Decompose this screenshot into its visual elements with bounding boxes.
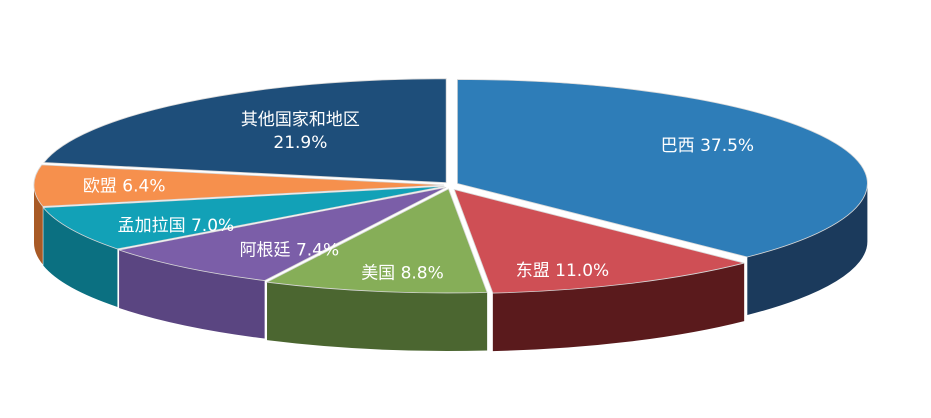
pie-slice — [43, 78, 447, 184]
pie-slice-label: 东盟 11.0% — [516, 261, 609, 281]
pie-slice-side — [267, 282, 488, 351]
pie-slice — [265, 188, 488, 294]
pie-slice-label: 巴西 37.5% — [661, 136, 754, 156]
pie-tops — [33, 78, 868, 294]
pie-slice-side — [492, 263, 745, 352]
pie-slice — [456, 79, 868, 258]
pie-slice-label: 其他国家和地区 21.9% — [241, 110, 360, 153]
pie-slice — [117, 186, 447, 281]
pie-slice-label: 孟加拉国 7.0% — [118, 216, 235, 236]
pie-sides — [34, 183, 868, 352]
pie-slice-label: 美国 8.8% — [361, 263, 444, 283]
pie-slice-label: 欧盟 6.4% — [83, 176, 166, 196]
pie-slice-side — [43, 207, 118, 307]
pie-slice-label: 阿根廷 7.4% — [240, 240, 340, 260]
pie-slice — [42, 185, 445, 250]
pie-slice-side — [34, 185, 43, 265]
pie-labels: 巴西 37.5% 东盟 11.0% 美国 8.8% 阿根廷 7.4%孟加拉国 7.0%… — [83, 110, 754, 283]
pie-slice-side — [119, 250, 265, 339]
pie-slice — [33, 164, 445, 207]
pie-slice-side — [747, 183, 868, 316]
pie-slice — [453, 188, 745, 294]
